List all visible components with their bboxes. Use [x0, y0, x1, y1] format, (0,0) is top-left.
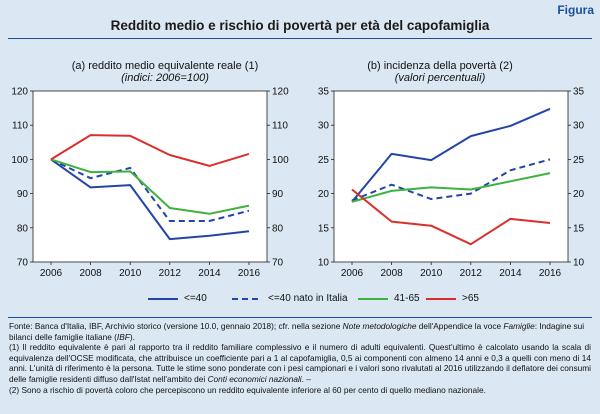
source-text-2: dell'Appendice la voce	[416, 321, 504, 331]
legend-label-le40-italy: <=40 nato in Italia	[268, 293, 348, 304]
chart-legend: <=40 <=40 nato in Italia 41-65 >65	[0, 293, 600, 307]
panel-b-subtitle: (valori percentuali)	[394, 72, 486, 84]
footnote-1-text: (1) Il reddito equivalente è pari al rap…	[9, 342, 591, 384]
legend-label-le40: <=40	[184, 293, 207, 304]
source-text-italic-2: Famiglie	[503, 321, 535, 331]
panel-a-ytick-label-right: 70	[272, 258, 284, 269]
panel-b-xtick-label: 2006	[341, 268, 364, 279]
panel-a-title: (a) reddito medio equivalente reale (1)	[71, 60, 259, 72]
panel-a-ytick-label-left: 70	[17, 258, 29, 269]
source-text-3: : Indagine sui bilanci delle famiglie it…	[9, 321, 585, 342]
footnote-1-italic: Conti economici nazionali	[207, 373, 302, 384]
panel-b-series-2-line	[351, 172, 551, 203]
panel-b-ytick-label-left: 15	[318, 223, 330, 234]
panel-a-ytick-label-left: 120	[11, 87, 28, 98]
source-note: Fonte: Banca d'Italia, IBF, Archivio sto…	[9, 321, 591, 342]
panel-a-xtick-label: 2010	[119, 268, 142, 279]
figure-tag: Figura	[557, 3, 594, 17]
legend-swatch-41-65	[358, 297, 388, 300]
legend-swatch-le40	[148, 297, 178, 300]
panel-b-ytick-label-left: 30	[318, 121, 330, 132]
panel-b-series-0-line	[351, 107, 551, 203]
footnote-2: (2) Sono a rischio di povertà coloro che…	[9, 384, 486, 395]
figure-notes: Fonte: Banca d'Italia, IBF, Archivio sto…	[9, 321, 591, 395]
source-text-4: ).	[129, 331, 135, 342]
panel-b-xtick-label: 2008	[380, 268, 403, 279]
panel-b-ytick-label-right: 30	[573, 121, 585, 132]
panel-a-series-2-line	[50, 158, 250, 215]
panel-b-series-3-line	[351, 188, 551, 246]
source-text-italic-3: IBF	[116, 331, 130, 342]
panel-b-ytick-label-right: 35	[573, 87, 585, 98]
panel-b-ytick-label-left: 35	[318, 87, 330, 98]
panel-b-title: (b) incidenza della povertà (2)	[367, 60, 513, 72]
panel-a-ytick-label-right: 120	[272, 87, 289, 98]
panel-a-ytick-label-right: 110	[272, 121, 288, 132]
panel-b-ytick-label-right: 25	[573, 155, 585, 166]
source-text-italic-1: Note metodologiche	[342, 321, 417, 331]
panel-a-series-0-line	[50, 158, 250, 241]
panel-b-heading: (b) incidenza della povertà (2) (valori …	[305, 60, 575, 84]
footnote-1-end: . –	[301, 373, 311, 384]
legend-item-gt65: >65	[426, 293, 479, 304]
legend-item-41-65: 41-65	[358, 293, 420, 304]
panel-a-heading: (a) reddito medio equivalente reale (1) …	[30, 60, 300, 84]
footer-divider	[8, 317, 592, 318]
panel-a-plot-area	[32, 90, 268, 263]
panel-b-ytick-label-right: 10	[573, 258, 585, 269]
title-divider	[8, 38, 592, 39]
panel-a-ytick-label-right: 80	[272, 223, 284, 234]
panel-b-ytick-label-left: 10	[318, 258, 330, 269]
panel-a-ytick-label-left: 110	[12, 121, 28, 132]
panel-b-xtick-label: 2010	[420, 268, 443, 279]
legend-label-41-65: 41-65	[394, 293, 420, 304]
legend-swatch-le40-italy	[232, 297, 262, 300]
panel-b-series-1-line	[351, 158, 551, 202]
panel-b-ytick-label-left: 20	[318, 189, 330, 200]
panel-a-ytick-label-right: 100	[272, 155, 289, 166]
panel-a-ytick-label-left: 90	[17, 189, 29, 200]
panel-a-series-3-line	[50, 134, 250, 167]
panel-a-xtick-label: 2014	[198, 268, 221, 279]
panel-b-xtick-label: 2016	[539, 268, 562, 279]
panel-a-ytick-label-left: 100	[11, 155, 28, 166]
panel-b-ytick-label-right: 20	[573, 189, 585, 200]
panel-a-subtitle: (indici: 2006=100)	[121, 72, 209, 84]
legend-label-gt65: >65	[462, 293, 479, 304]
panel-b-xtick-label: 2012	[460, 268, 483, 279]
charts-canvas: 70 70 80 80 90 90 100 100 110 110 120 120 2006 2008 20…	[11, 87, 585, 280]
panel-a-xtick-label: 2008	[79, 268, 102, 279]
panel-a-ytick-label-left: 80	[17, 223, 29, 234]
panel-a-ytick-label-right: 90	[272, 189, 284, 200]
legend-swatch-gt65	[426, 297, 456, 300]
panel-b-ytick-label-right: 15	[573, 223, 585, 234]
panel-b-xtick-label: 2014	[499, 268, 522, 279]
panel-a-xtick-label: 2012	[159, 268, 182, 279]
footnote-1: (1) Il reddito equivalente è pari al rap…	[9, 342, 591, 384]
figure-title: Reddito medio e rischio di povertà per e…	[110, 18, 490, 33]
panel-a-xtick-label: 2006	[40, 268, 63, 279]
legend-item-le40-italy: <=40 nato in Italia	[232, 293, 348, 304]
panel-a-xtick-label: 2016	[238, 268, 261, 279]
panel-b-ytick-label-left: 25	[318, 155, 330, 166]
legend-item-le40: <=40	[148, 293, 207, 304]
source-text-1: Fonte: Banca d'Italia, IBF, Archivio sto…	[9, 321, 343, 331]
